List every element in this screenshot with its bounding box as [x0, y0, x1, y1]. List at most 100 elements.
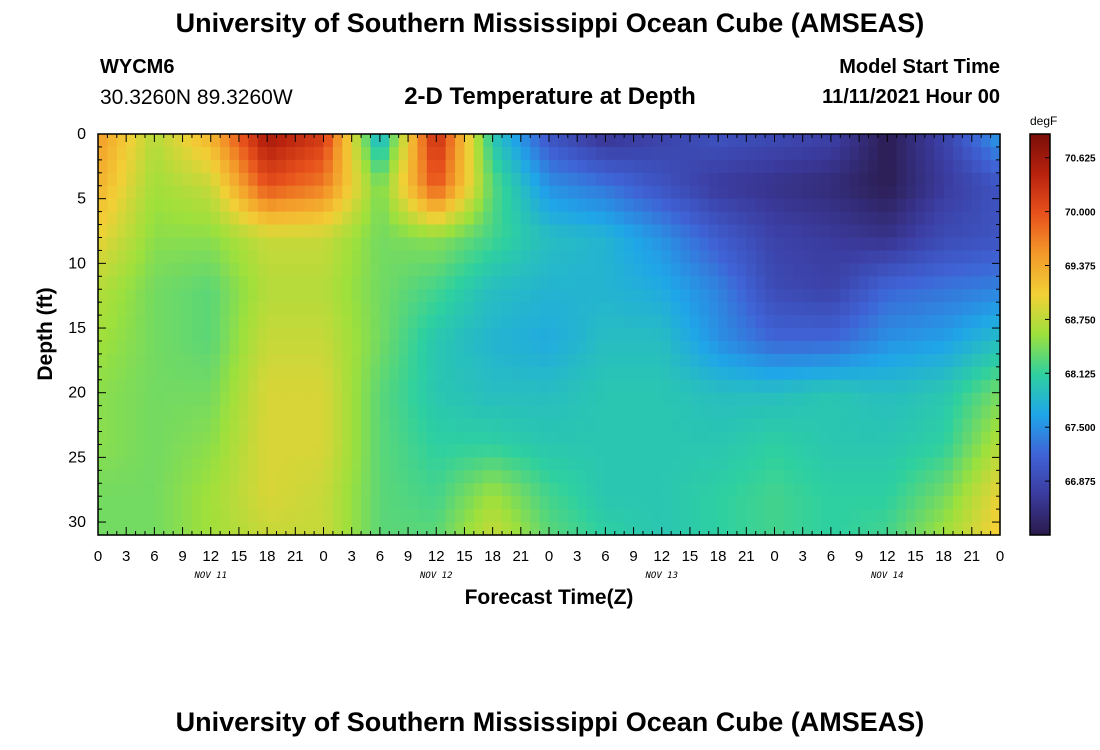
heatmap-cell	[962, 250, 973, 264]
heatmap-cell	[379, 159, 390, 174]
heatmap-cell	[877, 431, 888, 446]
heatmap-cell	[642, 340, 653, 355]
heatmap-cell	[389, 522, 400, 536]
y-tick-label: 20	[68, 385, 86, 402]
heatmap-cell	[285, 522, 296, 536]
heatmap-cell	[671, 224, 682, 239]
heatmap-cell	[868, 418, 879, 433]
heatmap-cell	[361, 392, 372, 407]
heatmap-cell	[398, 276, 409, 290]
heatmap-cell	[595, 470, 606, 484]
heatmap-cell	[915, 379, 926, 394]
heatmap-cell	[304, 172, 315, 187]
heatmap-cell	[163, 134, 174, 148]
heatmap-cell	[859, 392, 870, 407]
station-coordinates: 30.3260N 89.3260W	[100, 86, 293, 109]
heatmap-cell	[201, 366, 212, 381]
x-tick-label: 12	[428, 548, 445, 565]
heatmap-cell	[455, 444, 466, 458]
heatmap-cell	[351, 211, 362, 226]
heatmap-cell	[605, 250, 616, 264]
heatmap-cell	[689, 470, 700, 484]
heatmap-cell	[342, 302, 353, 316]
heatmap-cell	[727, 353, 738, 368]
heatmap-cell	[765, 250, 776, 264]
heatmap-cell	[398, 405, 409, 420]
heatmap-cell	[793, 302, 804, 316]
colorbar-unit: degF	[1030, 114, 1057, 128]
heatmap-cell	[408, 276, 419, 290]
heatmap-cell	[332, 509, 343, 523]
heatmap-cell	[802, 366, 813, 381]
heatmap-cell	[492, 328, 503, 342]
heatmap-cell	[567, 431, 578, 446]
heatmap-cell	[736, 431, 747, 446]
heatmap-cell	[605, 315, 616, 329]
heatmap-cell	[248, 172, 259, 187]
heatmap-cell	[361, 379, 372, 394]
heatmap-cell	[426, 289, 437, 303]
heatmap-cell	[455, 276, 466, 290]
x-tick-label: 3	[573, 548, 581, 565]
heatmap-cell	[981, 522, 992, 536]
heatmap-cell	[173, 289, 184, 303]
heatmap-cell	[981, 340, 992, 355]
heatmap-cell	[201, 379, 212, 394]
heatmap-cell	[877, 405, 888, 420]
heatmap-cell	[624, 340, 635, 355]
heatmap-cell	[135, 237, 146, 252]
heatmap-cell	[727, 263, 738, 277]
heatmap-cell	[98, 379, 108, 394]
x-tick-label: 15	[231, 548, 248, 565]
heatmap-cell	[182, 146, 193, 161]
heatmap-cell	[990, 496, 1001, 510]
heatmap-cell	[755, 250, 766, 264]
heatmap-cell	[342, 366, 353, 381]
heatmap-cell	[680, 172, 691, 187]
heatmap-cell	[727, 134, 738, 148]
heatmap-cell	[577, 496, 588, 510]
heatmap-cell	[229, 392, 240, 407]
heatmap-cell	[116, 198, 127, 213]
heatmap-cell	[257, 431, 268, 446]
heatmap-cell	[652, 379, 663, 394]
heatmap-cell	[295, 146, 306, 161]
heatmap-cell	[238, 509, 249, 523]
heatmap-cell	[586, 509, 597, 523]
x-tick-label: 12	[202, 548, 219, 565]
heatmap-cell	[539, 444, 550, 458]
heatmap-cell	[285, 172, 296, 187]
heatmap-cell	[981, 366, 992, 381]
heatmap-cell	[633, 379, 644, 394]
heatmap-cell	[765, 172, 776, 187]
heatmap-cell	[285, 405, 296, 420]
heatmap-cell	[746, 237, 757, 252]
heatmap-cell	[896, 444, 907, 458]
heatmap-cell	[624, 289, 635, 303]
heatmap-cell	[567, 379, 578, 394]
heatmap-cell	[295, 340, 306, 355]
heatmap-cell	[614, 172, 625, 187]
heatmap-cell	[614, 457, 625, 471]
heatmap-cell	[595, 522, 606, 536]
heatmap-cell	[483, 172, 494, 187]
heatmap-cell	[887, 379, 898, 394]
heatmap-cell	[605, 340, 616, 355]
heatmap-cell	[304, 146, 315, 161]
heatmap-cell	[163, 392, 174, 407]
heatmap-cell	[614, 146, 625, 161]
heatmap-cell	[436, 522, 447, 536]
heatmap-cell	[877, 211, 888, 226]
heatmap-cell	[859, 379, 870, 394]
heatmap-cell	[915, 224, 926, 239]
heatmap-cell	[229, 340, 240, 355]
heatmap-cell	[906, 328, 917, 342]
heatmap-cell	[295, 289, 306, 303]
heatmap-cell	[370, 444, 381, 458]
heatmap-cell	[981, 224, 992, 239]
heatmap-cell	[426, 263, 437, 277]
heatmap-cell	[830, 405, 841, 420]
heatmap-cell	[802, 250, 813, 264]
heatmap-cell	[680, 379, 691, 394]
heatmap-cell	[426, 457, 437, 471]
